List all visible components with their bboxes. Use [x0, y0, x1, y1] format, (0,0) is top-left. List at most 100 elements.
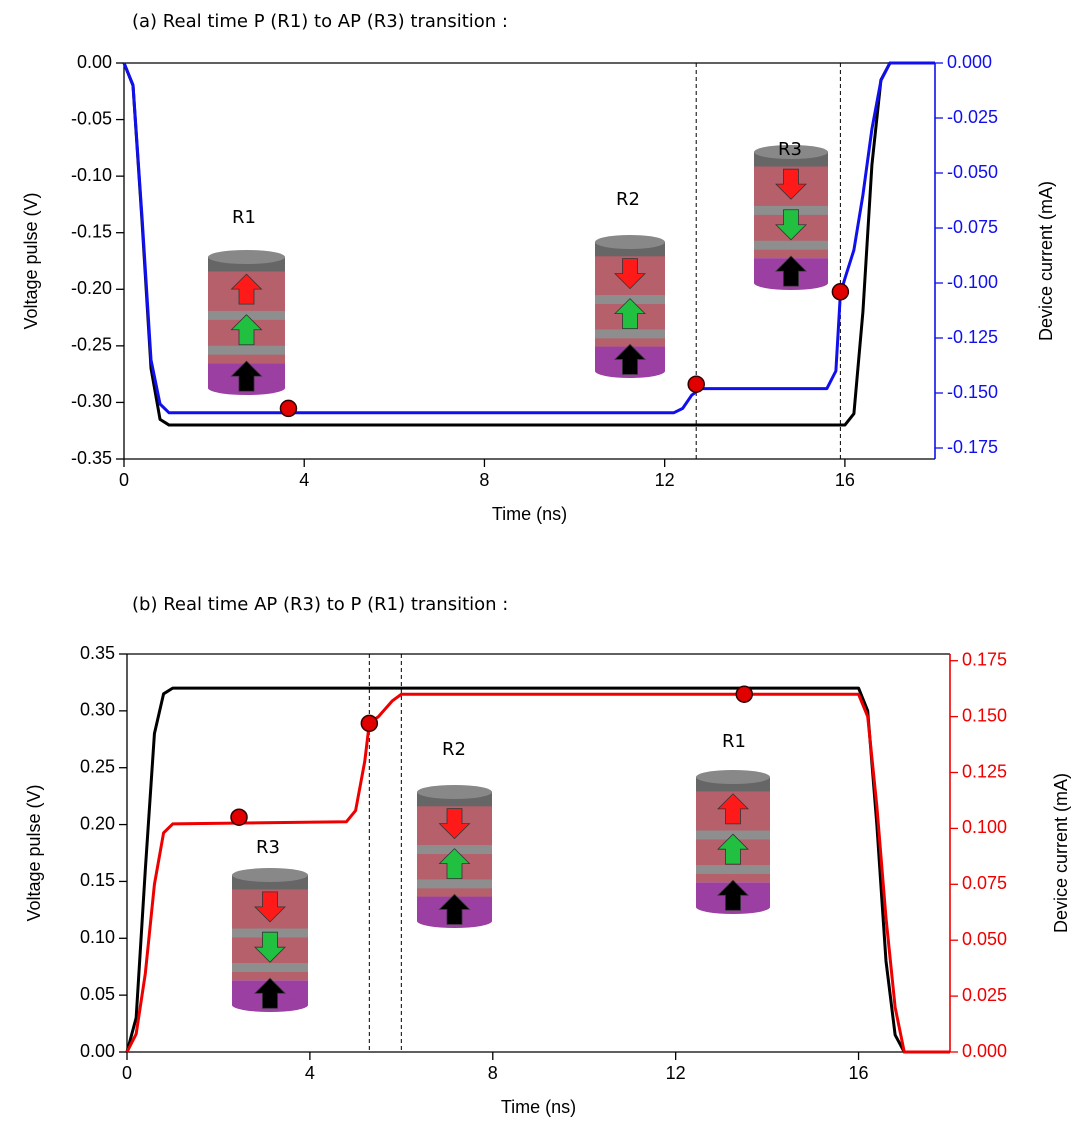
- y2-tick-label: 0.025: [962, 985, 1007, 1005]
- y2-tick-label: -0.025: [947, 107, 998, 127]
- icon-arrow: [775, 168, 807, 200]
- y2-tick-label: -0.075: [947, 217, 998, 237]
- icon-arrow: [438, 808, 471, 840]
- marker: [230, 808, 248, 826]
- icon-barrier: [754, 240, 828, 250]
- y-tick-label: -0.15: [71, 221, 112, 241]
- y-tick-label: -0.35: [71, 448, 112, 468]
- icon-arrow: [438, 893, 471, 925]
- y-tick-label: 0.30: [80, 700, 115, 720]
- annotation: R3: [778, 139, 802, 160]
- y-tick-label: 0.00: [80, 1041, 115, 1061]
- x-tick-label: 16: [835, 470, 855, 490]
- x-tick-label: 12: [655, 470, 675, 490]
- icon-arrow: [717, 793, 749, 825]
- icon-barrier: [208, 345, 285, 355]
- device-icon: [208, 250, 285, 395]
- y-tick-label: 0.35: [80, 643, 115, 663]
- icon-arrow: [438, 848, 471, 880]
- marker: [831, 283, 850, 301]
- x-tick-label: 4: [305, 1063, 315, 1083]
- device-icon: [696, 770, 770, 914]
- y-tick-label: -0.10: [71, 165, 112, 185]
- chart: (a) Real time P (R1) to AP (R3) transiti…: [21, 11, 1056, 524]
- y-tick-label: 0.05: [80, 984, 115, 1004]
- marker: [735, 685, 753, 703]
- x-tick-label: 12: [666, 1063, 686, 1083]
- icon-top: [754, 145, 828, 159]
- y-axis-label: Voltage pulse (V): [21, 192, 41, 329]
- y-axis-label: Voltage pulse (V): [24, 784, 44, 921]
- icon-barrier: [232, 963, 308, 973]
- y2-tick-label: 0.000: [947, 52, 992, 72]
- chart-title: (a) Real time P (R1) to AP (R3) transiti…: [132, 11, 508, 32]
- icon-arrow: [614, 343, 646, 375]
- y2-tick-label: -0.125: [947, 327, 998, 347]
- icon-arrow: [717, 879, 749, 911]
- chart: (b) Real time AP (R3) to P (R1) transiti…: [24, 594, 1071, 1117]
- annotation: R2: [442, 739, 466, 760]
- y2-tick-label: -0.175: [947, 437, 998, 457]
- chart-title: (b) Real time AP (R3) to P (R1) transiti…: [132, 594, 508, 615]
- x-tick-label: 8: [479, 470, 489, 490]
- device-icon: [754, 145, 828, 290]
- y2-axis-label: Device current (mA): [1051, 773, 1071, 933]
- x-axis-label: Time (ns): [492, 504, 567, 524]
- marker: [360, 714, 379, 733]
- icon-arrow: [614, 258, 646, 290]
- icon-top: [417, 785, 492, 799]
- y2-tick-label: -0.150: [947, 382, 998, 402]
- y2-tick-label: -0.050: [947, 162, 998, 182]
- y-tick-label: 0.10: [80, 927, 115, 947]
- x-axis-label: Time (ns): [501, 1097, 576, 1117]
- y-tick-label: 0.15: [80, 870, 115, 890]
- y2-tick-label: 0.100: [962, 817, 1007, 837]
- icon-arrow: [717, 833, 749, 865]
- y-tick-label: -0.25: [71, 335, 112, 355]
- icon-arrow: [254, 977, 286, 1009]
- x-tick-label: 0: [119, 470, 129, 490]
- line: [125, 686, 950, 1054]
- icon-arrow: [254, 931, 286, 963]
- y2-tick-label: -0.100: [947, 272, 998, 292]
- annotation: R1: [232, 207, 256, 228]
- icon-top: [696, 770, 770, 784]
- icon-arrow: [775, 255, 807, 287]
- y-tick-label: 0.00: [77, 52, 112, 72]
- icon-arrow: [230, 314, 263, 346]
- y-tick-label: -0.20: [71, 278, 112, 298]
- icon-arrow: [230, 360, 263, 392]
- y-tick-label: 0.25: [80, 756, 115, 776]
- y-tick-label: -0.30: [71, 391, 112, 411]
- y-tick-label: 0.20: [80, 813, 115, 833]
- icon-barrier: [696, 865, 770, 875]
- icon-arrow: [614, 298, 646, 330]
- annotation: R2: [616, 189, 640, 210]
- y2-tick-label: 0.000: [962, 1041, 1007, 1061]
- icon-arrow: [775, 209, 807, 241]
- icon-top: [232, 868, 308, 882]
- y2-tick-label: 0.125: [962, 761, 1007, 781]
- icon-top: [595, 235, 665, 249]
- y2-tick-label: 0.150: [962, 705, 1007, 725]
- icon-top: [208, 250, 285, 264]
- x-tick-label: 8: [488, 1063, 498, 1083]
- icon-barrier: [417, 879, 492, 889]
- x-tick-label: 0: [122, 1063, 132, 1083]
- icon-barrier: [595, 329, 665, 339]
- annotation: R3: [256, 837, 280, 858]
- x-tick-label: 16: [849, 1063, 869, 1083]
- icon-arrow: [230, 273, 263, 305]
- x-tick-label: 4: [299, 470, 309, 490]
- y2-axis-label: Device current (mA): [1036, 181, 1056, 341]
- icon-arrow: [254, 891, 286, 923]
- device-icon: [417, 785, 492, 928]
- device-icon: [595, 235, 665, 378]
- y2-tick-label: 0.050: [962, 929, 1007, 949]
- line: [122, 61, 935, 415]
- y2-tick-label: 0.175: [962, 649, 1007, 669]
- device-icon: [232, 868, 308, 1012]
- annotation: R1: [722, 731, 746, 752]
- marker: [279, 399, 298, 418]
